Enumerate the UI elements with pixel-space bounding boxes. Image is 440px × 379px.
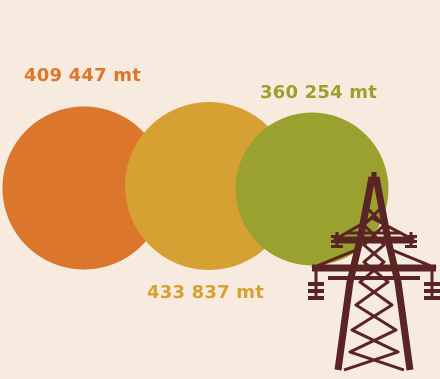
electricity-pylon-icon (0, 0, 440, 379)
